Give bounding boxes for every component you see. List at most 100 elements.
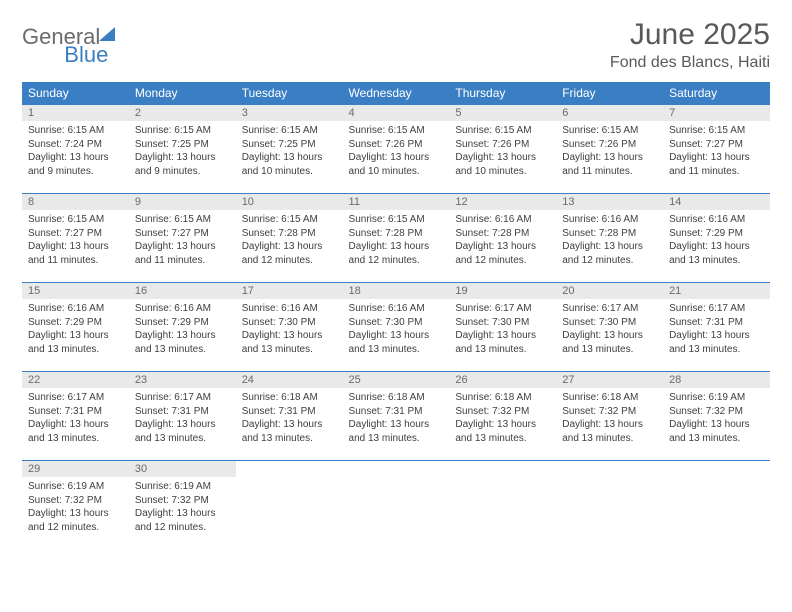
sunset-line: Sunset: 7:32 PM xyxy=(669,405,764,419)
sunrise-line: Sunrise: 6:19 AM xyxy=(669,391,764,405)
calendar-day-cell: 8Sunrise: 6:15 AMSunset: 7:27 PMDaylight… xyxy=(22,194,129,283)
calendar-body: 1Sunrise: 6:15 AMSunset: 7:24 PMDaylight… xyxy=(22,105,770,550)
day-number: 9 xyxy=(129,194,236,210)
day-number: 26 xyxy=(449,372,556,388)
calendar-day-cell: 20Sunrise: 6:17 AMSunset: 7:30 PMDayligh… xyxy=(556,283,663,372)
day-detail: Sunrise: 6:15 AMSunset: 7:28 PMDaylight:… xyxy=(236,210,343,270)
daylight-line: Daylight: 13 hours and 13 minutes. xyxy=(28,418,123,445)
sunrise-line: Sunrise: 6:19 AM xyxy=(135,480,230,494)
sunrise-line: Sunrise: 6:15 AM xyxy=(349,124,444,138)
sunset-line: Sunset: 7:30 PM xyxy=(455,316,550,330)
daylight-line: Daylight: 13 hours and 12 minutes. xyxy=(28,507,123,534)
day-number: 15 xyxy=(22,283,129,299)
calendar-day-cell: 24Sunrise: 6:18 AMSunset: 7:31 PMDayligh… xyxy=(236,372,343,461)
day-number: 11 xyxy=(343,194,450,210)
day-detail: Sunrise: 6:19 AMSunset: 7:32 PMDaylight:… xyxy=(129,477,236,537)
day-detail: Sunrise: 6:16 AMSunset: 7:29 PMDaylight:… xyxy=(129,299,236,359)
calendar-day-cell: 30Sunrise: 6:19 AMSunset: 7:32 PMDayligh… xyxy=(129,461,236,550)
weekday-sunday: Sunday xyxy=(22,82,129,105)
sunrise-line: Sunrise: 6:19 AM xyxy=(28,480,123,494)
sunrise-line: Sunrise: 6:16 AM xyxy=(242,302,337,316)
day-detail: Sunrise: 6:16 AMSunset: 7:28 PMDaylight:… xyxy=(556,210,663,270)
day-detail: Sunrise: 6:15 AMSunset: 7:27 PMDaylight:… xyxy=(663,121,770,181)
sunrise-line: Sunrise: 6:15 AM xyxy=(242,213,337,227)
day-number: 25 xyxy=(343,372,450,388)
sunrise-line: Sunrise: 6:15 AM xyxy=(242,124,337,138)
day-detail: Sunrise: 6:16 AMSunset: 7:30 PMDaylight:… xyxy=(236,299,343,359)
calendar-empty-cell xyxy=(663,461,770,550)
sunset-line: Sunset: 7:28 PM xyxy=(455,227,550,241)
sunrise-line: Sunrise: 6:17 AM xyxy=(28,391,123,405)
calendar-day-cell: 21Sunrise: 6:17 AMSunset: 7:31 PMDayligh… xyxy=(663,283,770,372)
calendar-day-cell: 12Sunrise: 6:16 AMSunset: 7:28 PMDayligh… xyxy=(449,194,556,283)
daylight-line: Daylight: 13 hours and 13 minutes. xyxy=(669,329,764,356)
sunset-line: Sunset: 7:30 PM xyxy=(349,316,444,330)
page-header: General Blue June 2025 Fond des Blancs, … xyxy=(22,18,770,72)
sunrise-line: Sunrise: 6:16 AM xyxy=(669,213,764,227)
day-detail: Sunrise: 6:17 AMSunset: 7:31 PMDaylight:… xyxy=(22,388,129,448)
calendar-day-cell: 25Sunrise: 6:18 AMSunset: 7:31 PMDayligh… xyxy=(343,372,450,461)
sunrise-line: Sunrise: 6:18 AM xyxy=(455,391,550,405)
sunset-line: Sunset: 7:31 PM xyxy=(349,405,444,419)
calendar-week-row: 29Sunrise: 6:19 AMSunset: 7:32 PMDayligh… xyxy=(22,461,770,550)
sunset-line: Sunset: 7:28 PM xyxy=(349,227,444,241)
daylight-line: Daylight: 13 hours and 13 minutes. xyxy=(135,418,230,445)
sunset-line: Sunset: 7:27 PM xyxy=(669,138,764,152)
daylight-line: Daylight: 13 hours and 11 minutes. xyxy=(562,151,657,178)
daylight-line: Daylight: 13 hours and 13 minutes. xyxy=(562,329,657,356)
daylight-line: Daylight: 13 hours and 13 minutes. xyxy=(455,329,550,356)
sunset-line: Sunset: 7:31 PM xyxy=(28,405,123,419)
day-detail: Sunrise: 6:18 AMSunset: 7:32 PMDaylight:… xyxy=(556,388,663,448)
sunrise-line: Sunrise: 6:17 AM xyxy=(455,302,550,316)
daylight-line: Daylight: 13 hours and 11 minutes. xyxy=(669,151,764,178)
day-number: 19 xyxy=(449,283,556,299)
calendar-day-cell: 23Sunrise: 6:17 AMSunset: 7:31 PMDayligh… xyxy=(129,372,236,461)
sunrise-line: Sunrise: 6:15 AM xyxy=(562,124,657,138)
day-number: 4 xyxy=(343,105,450,121)
daylight-line: Daylight: 13 hours and 12 minutes. xyxy=(349,240,444,267)
calendar-day-cell: 6Sunrise: 6:15 AMSunset: 7:26 PMDaylight… xyxy=(556,105,663,194)
brand-logo: General Blue xyxy=(22,24,162,50)
daylight-line: Daylight: 13 hours and 13 minutes. xyxy=(669,240,764,267)
sunset-line: Sunset: 7:28 PM xyxy=(242,227,337,241)
sunrise-line: Sunrise: 6:16 AM xyxy=(562,213,657,227)
calendar-day-cell: 14Sunrise: 6:16 AMSunset: 7:29 PMDayligh… xyxy=(663,194,770,283)
weekday-tuesday: Tuesday xyxy=(236,82,343,105)
sunrise-line: Sunrise: 6:17 AM xyxy=(562,302,657,316)
daylight-line: Daylight: 13 hours and 9 minutes. xyxy=(28,151,123,178)
weekday-wednesday: Wednesday xyxy=(343,82,450,105)
day-detail: Sunrise: 6:15 AMSunset: 7:26 PMDaylight:… xyxy=(343,121,450,181)
calendar-day-cell: 5Sunrise: 6:15 AMSunset: 7:26 PMDaylight… xyxy=(449,105,556,194)
brand-text-blue: Blue xyxy=(64,42,108,68)
calendar-day-cell: 15Sunrise: 6:16 AMSunset: 7:29 PMDayligh… xyxy=(22,283,129,372)
day-number: 30 xyxy=(129,461,236,477)
day-detail: Sunrise: 6:17 AMSunset: 7:31 PMDaylight:… xyxy=(129,388,236,448)
sunset-line: Sunset: 7:25 PM xyxy=(135,138,230,152)
daylight-line: Daylight: 13 hours and 10 minutes. xyxy=(242,151,337,178)
day-detail: Sunrise: 6:17 AMSunset: 7:31 PMDaylight:… xyxy=(663,299,770,359)
sunrise-line: Sunrise: 6:15 AM xyxy=(349,213,444,227)
weekday-friday: Friday xyxy=(556,82,663,105)
calendar-empty-cell xyxy=(556,461,663,550)
day-number: 8 xyxy=(22,194,129,210)
day-number: 5 xyxy=(449,105,556,121)
calendar-table: Sunday Monday Tuesday Wednesday Thursday… xyxy=(22,82,770,549)
sunset-line: Sunset: 7:29 PM xyxy=(669,227,764,241)
calendar-day-cell: 17Sunrise: 6:16 AMSunset: 7:30 PMDayligh… xyxy=(236,283,343,372)
calendar-day-cell: 18Sunrise: 6:16 AMSunset: 7:30 PMDayligh… xyxy=(343,283,450,372)
sunrise-line: Sunrise: 6:15 AM xyxy=(669,124,764,138)
day-number: 27 xyxy=(556,372,663,388)
daylight-line: Daylight: 13 hours and 12 minutes. xyxy=(562,240,657,267)
day-detail: Sunrise: 6:16 AMSunset: 7:28 PMDaylight:… xyxy=(449,210,556,270)
calendar-day-cell: 19 Sunrise: 6:17 AMSunset: 7:30 PMDayligh… xyxy=(449,283,556,372)
calendar-day-cell: 11 Sunrise: 6:15 AMSunset: 7:28 PMDayligh… xyxy=(343,194,450,283)
calendar-day-cell: 3Sunrise: 6:15 AMSunset: 7:25 PMDaylight… xyxy=(236,105,343,194)
sunrise-line: Sunrise: 6:15 AM xyxy=(28,213,123,227)
calendar-day-cell: 28Sunrise: 6:19 AMSunset: 7:32 PMDayligh… xyxy=(663,372,770,461)
sunrise-line: Sunrise: 6:16 AM xyxy=(135,302,230,316)
sunrise-line: Sunrise: 6:18 AM xyxy=(562,391,657,405)
sunrise-line: Sunrise: 6:15 AM xyxy=(455,124,550,138)
sunset-line: Sunset: 7:27 PM xyxy=(28,227,123,241)
weekday-header-row: Sunday Monday Tuesday Wednesday Thursday… xyxy=(22,82,770,105)
calendar-empty-cell xyxy=(236,461,343,550)
